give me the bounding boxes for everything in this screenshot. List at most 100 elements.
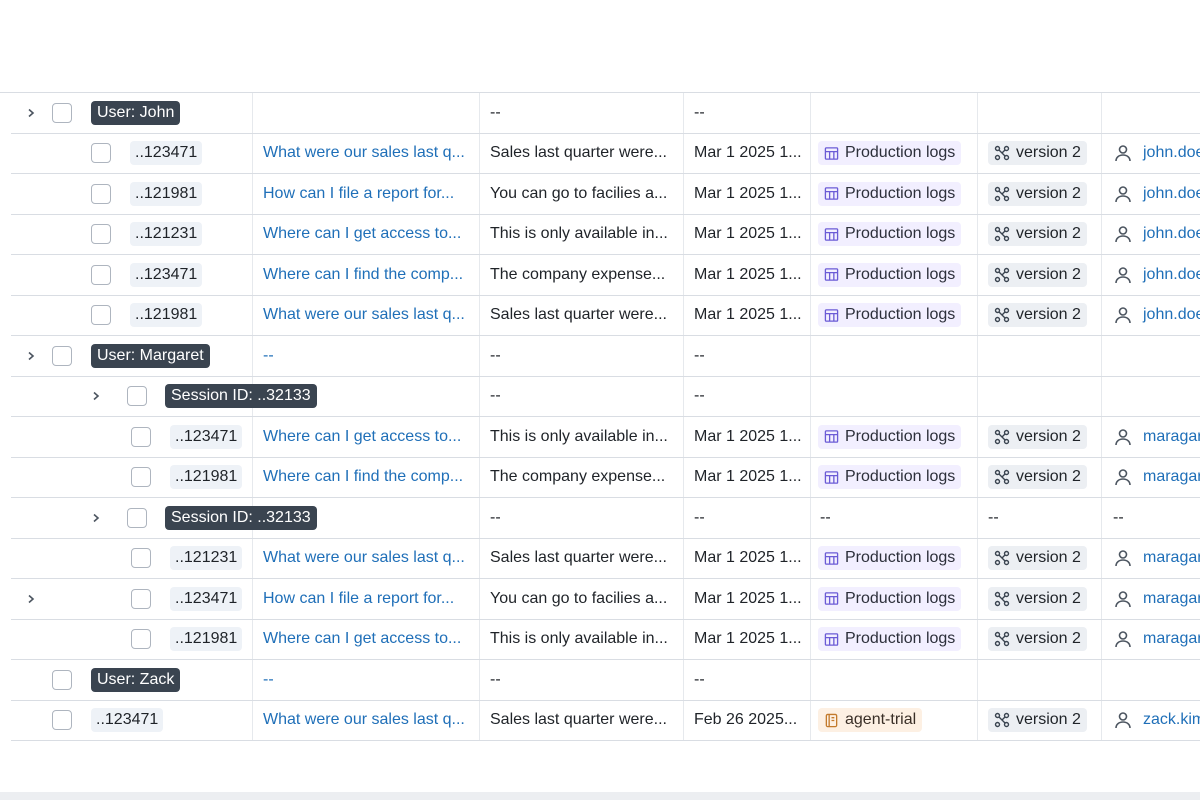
- table-row[interactable]: ..121981 How can I file a report for... Yo…: [0, 174, 1200, 215]
- dataset-badge[interactable]: Production logs: [818, 586, 962, 611]
- row-checkbox[interactable]: [131, 629, 151, 650]
- row-checkbox[interactable]: [131, 548, 151, 569]
- row-checkbox[interactable]: [52, 710, 72, 731]
- question-link[interactable]: How can I file a report for...: [263, 589, 455, 607]
- dataset-badge[interactable]: Production logs: [818, 465, 962, 490]
- table-row[interactable]: ..121981 What were our sales last q... Sal…: [0, 295, 1200, 336]
- row-checkbox[interactable]: [127, 507, 147, 528]
- question-link[interactable]: What were our sales last q...: [263, 549, 465, 567]
- timestamp: --: [694, 670, 705, 688]
- user-link[interactable]: maragaret: [1143, 589, 1200, 607]
- question-link[interactable]: How can I file a report for...: [263, 184, 455, 202]
- question-link[interactable]: Where can I find the comp...: [263, 468, 464, 486]
- dataset-badge[interactable]: Production logs: [818, 546, 962, 571]
- horizontal-scrollbar[interactable]: [0, 792, 1200, 800]
- dataset-cell: Production logs: [818, 417, 978, 457]
- question-link[interactable]: Where can I get access to...: [263, 427, 462, 445]
- user-link[interactable]: john.doe: [1143, 144, 1200, 162]
- user-cell[interactable]: maragaret: [1113, 620, 1200, 660]
- dataset-badge[interactable]: Production logs: [818, 222, 962, 247]
- version-badge: version 2: [988, 708, 1087, 733]
- row-checkbox[interactable]: [91, 305, 111, 326]
- table-row[interactable]: ..121981 Where can I get access to... This…: [0, 619, 1200, 660]
- table-row[interactable]: ..121231 Where can I get access to... This…: [0, 214, 1200, 255]
- dataset-badge[interactable]: agent-trial: [818, 708, 923, 733]
- chevron-right-icon[interactable]: [88, 498, 104, 538]
- user-link[interactable]: zack.kim: [1143, 711, 1200, 729]
- user-cell[interactable]: maragaret: [1113, 539, 1200, 579]
- user-link[interactable]: john.doe: [1143, 184, 1200, 202]
- user-cell[interactable]: john.doe: [1113, 134, 1200, 174]
- user-link[interactable]: maragaret: [1143, 468, 1200, 486]
- dataset-cell: Production logs: [818, 458, 978, 498]
- question-link[interactable]: --: [263, 670, 274, 688]
- version-badge: version 2: [988, 181, 1087, 206]
- user-link[interactable]: maragaret: [1143, 630, 1200, 648]
- user-link[interactable]: maragaret: [1143, 427, 1200, 445]
- user-cell[interactable]: john.doe: [1113, 215, 1200, 255]
- row-checkbox[interactable]: [127, 386, 147, 407]
- chevron-right-icon[interactable]: [23, 336, 39, 376]
- answer-text: This is only available in...: [490, 427, 668, 445]
- dataset-badge[interactable]: Production logs: [818, 303, 962, 328]
- row-checkbox[interactable]: [131, 467, 151, 488]
- question-link[interactable]: Where can I get access to...: [263, 225, 462, 243]
- question-link[interactable]: What were our sales last q...: [263, 144, 465, 162]
- group-row[interactable]: User: Margaret -- -- --: [0, 336, 1200, 377]
- row-checkbox[interactable]: [131, 426, 151, 447]
- user-cell[interactable]: john.doe: [1113, 174, 1200, 214]
- user-link[interactable]: john.doe: [1143, 225, 1200, 243]
- user-cell[interactable]: maragaret: [1113, 579, 1200, 619]
- user-link[interactable]: john.doe: [1143, 306, 1200, 324]
- answer-text: Sales last quarter were...: [490, 549, 667, 567]
- version-label: version 2: [1016, 427, 1081, 445]
- dataset-badge[interactable]: Production logs: [818, 627, 962, 652]
- question-link[interactable]: --: [263, 346, 274, 364]
- version-icon: [994, 186, 1010, 202]
- row-checkbox[interactable]: [52, 102, 72, 123]
- dataset-cell: Production logs: [818, 134, 978, 174]
- user-cell[interactable]: maragaret: [1113, 458, 1200, 498]
- user-link[interactable]: john.doe: [1143, 265, 1200, 283]
- table-row[interactable]: ..123471 What were our sales last q... Sal…: [0, 133, 1200, 174]
- question-link[interactable]: Where can I get access to...: [263, 630, 462, 648]
- row-checkbox[interactable]: [91, 143, 111, 164]
- table-row[interactable]: ..123471 How can I file a report for... Yo…: [0, 579, 1200, 620]
- table-row[interactable]: ..121231 What were our sales last q... Sal…: [0, 538, 1200, 579]
- version-icon: [994, 469, 1010, 485]
- question-link[interactable]: What were our sales last q...: [263, 306, 465, 324]
- row-checkbox[interactable]: [131, 588, 151, 609]
- row-checkbox[interactable]: [91, 264, 111, 285]
- table-icon: [824, 429, 839, 444]
- user-link[interactable]: maragaret: [1143, 549, 1200, 567]
- row-checkbox[interactable]: [52, 345, 72, 366]
- chevron-right-icon[interactable]: [88, 377, 104, 417]
- chevron-right-icon[interactable]: [23, 93, 39, 133]
- table-row[interactable]: ..123471 What were our sales last q... Sal…: [0, 700, 1200, 741]
- question-link[interactable]: What were our sales last q...: [263, 711, 465, 729]
- group-row[interactable]: User: John -- --: [0, 92, 1200, 134]
- user-cell[interactable]: maragaret: [1113, 417, 1200, 457]
- person-icon: [1113, 224, 1133, 244]
- chevron-right-icon[interactable]: [23, 579, 39, 619]
- user-cell[interactable]: zack.kim: [1113, 701, 1200, 741]
- user-cell[interactable]: john.doe: [1113, 255, 1200, 295]
- dataset-badge[interactable]: Production logs: [818, 424, 962, 449]
- version-label: version 2: [1016, 184, 1081, 202]
- user-cell[interactable]: john.doe: [1113, 296, 1200, 336]
- table-row[interactable]: ..123471 Where can I get access to... This…: [0, 417, 1200, 458]
- table-icon: [824, 591, 839, 606]
- row-checkbox[interactable]: [91, 183, 111, 204]
- dataset-badge[interactable]: Production logs: [818, 141, 962, 166]
- row-checkbox[interactable]: [91, 224, 111, 245]
- group-row[interactable]: User: Zack -- -- --: [0, 660, 1200, 701]
- question-link[interactable]: Where can I find the comp...: [263, 265, 464, 283]
- row-checkbox[interactable]: [52, 669, 72, 690]
- table-row[interactable]: ..123471 Where can I find the comp... The …: [0, 255, 1200, 296]
- person-icon: [1113, 143, 1133, 163]
- dataset-badge[interactable]: Production logs: [818, 262, 962, 287]
- table-row[interactable]: ..121981 Where can I find the comp... The …: [0, 457, 1200, 498]
- session-row[interactable]: Session ID: ..32133 -- --: [0, 376, 1200, 417]
- session-row[interactable]: Session ID: ..32133 -- -- -- -- --: [0, 498, 1200, 539]
- dataset-badge[interactable]: Production logs: [818, 181, 962, 206]
